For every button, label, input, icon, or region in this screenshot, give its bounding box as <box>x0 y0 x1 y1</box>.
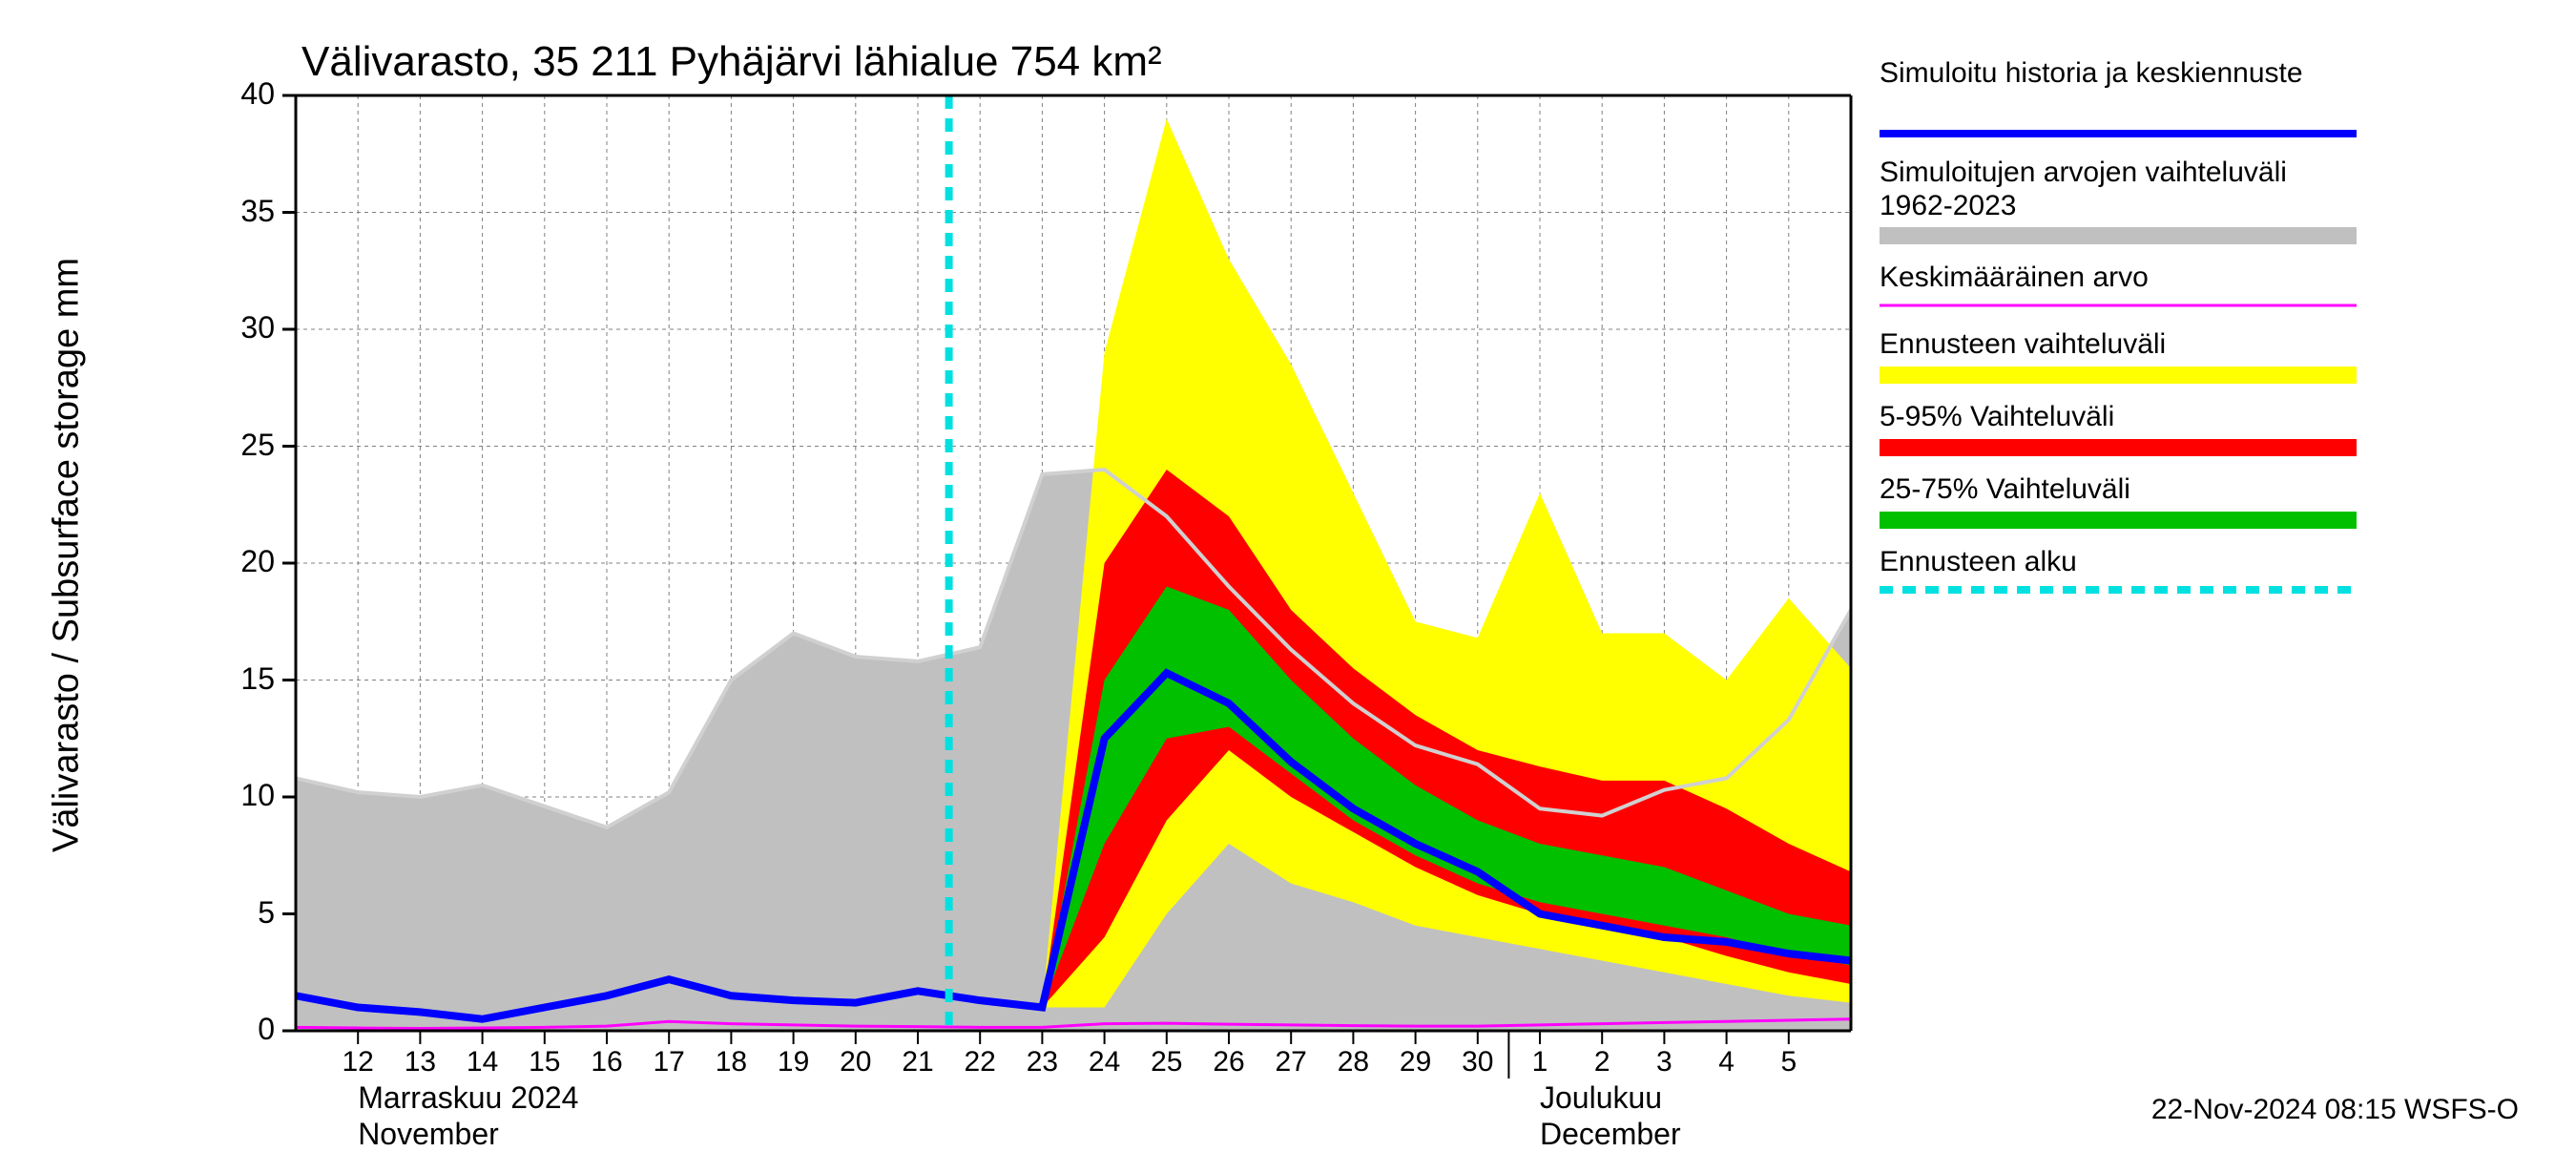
legend-swatch <box>1880 367 2357 384</box>
xtick-label: 20 <box>832 1046 880 1079</box>
legend-label: Ennusteen alku <box>1880 546 2357 579</box>
legend-label: Simuloitujen arvojen vaihteluväli 1962-2… <box>1880 157 2357 222</box>
ytick-label: 20 <box>240 544 275 579</box>
xtick-label: 21 <box>894 1046 942 1079</box>
xtick-label: 19 <box>770 1046 818 1079</box>
xtick-label: 14 <box>459 1046 507 1079</box>
xtick-label: 29 <box>1392 1046 1440 1079</box>
legend-label: 5-95% Vaihteluväli <box>1880 401 2357 434</box>
legend-swatch <box>1880 439 2357 456</box>
month-label-en: December <box>1540 1117 1681 1152</box>
legend-label: Simuloitu historia ja keskiennuste <box>1880 57 2357 91</box>
xtick-label: 1 <box>1516 1046 1564 1079</box>
xtick-label: 26 <box>1205 1046 1253 1079</box>
xtick-label: 30 <box>1454 1046 1502 1079</box>
y-axis-label: Välivarasto / Subsurface storage mm <box>47 221 88 890</box>
xtick-label: 16 <box>583 1046 631 1079</box>
month-label-fi: Marraskuu 2024 <box>358 1080 578 1116</box>
xtick-label: 13 <box>396 1046 444 1079</box>
xtick-label: 27 <box>1267 1046 1315 1079</box>
ytick-label: 40 <box>240 76 275 112</box>
ytick-label: 30 <box>240 310 275 346</box>
xtick-label: 17 <box>645 1046 693 1079</box>
xtick-label: 25 <box>1143 1046 1191 1079</box>
month-label-en: November <box>358 1117 499 1152</box>
legend-label: Ennusteen vaihteluväli <box>1880 328 2357 362</box>
month-label-fi: Joulukuu <box>1540 1080 1662 1116</box>
legend-label: Keskimääräinen arvo <box>1880 262 2357 295</box>
chart-title: Välivarasto, 35 211 Pyhäjärvi lähialue 7… <box>301 38 1162 86</box>
xtick-label: 2 <box>1578 1046 1626 1079</box>
xtick-label: 18 <box>707 1046 755 1079</box>
ytick-label: 15 <box>240 661 275 697</box>
xtick-label: 5 <box>1765 1046 1813 1079</box>
xtick-label: 23 <box>1018 1046 1066 1079</box>
xtick-label: 12 <box>334 1046 382 1079</box>
ytick-label: 0 <box>258 1012 275 1047</box>
xtick-label: 22 <box>956 1046 1004 1079</box>
xtick-label: 3 <box>1640 1046 1688 1079</box>
ytick-label: 5 <box>258 895 275 931</box>
ytick-label: 25 <box>240 428 275 463</box>
legend-swatch <box>1880 227 2357 244</box>
ytick-label: 35 <box>240 194 275 229</box>
xtick-label: 15 <box>521 1046 569 1079</box>
ytick-label: 10 <box>240 778 275 813</box>
xtick-label: 28 <box>1329 1046 1377 1079</box>
legend-label: 25-75% Vaihteluväli <box>1880 473 2357 507</box>
xtick-label: 24 <box>1081 1046 1129 1079</box>
footer-timestamp: 22-Nov-2024 08:15 WSFS-O <box>2151 1094 2519 1126</box>
xtick-label: 4 <box>1703 1046 1751 1079</box>
legend-swatch <box>1880 512 2357 529</box>
